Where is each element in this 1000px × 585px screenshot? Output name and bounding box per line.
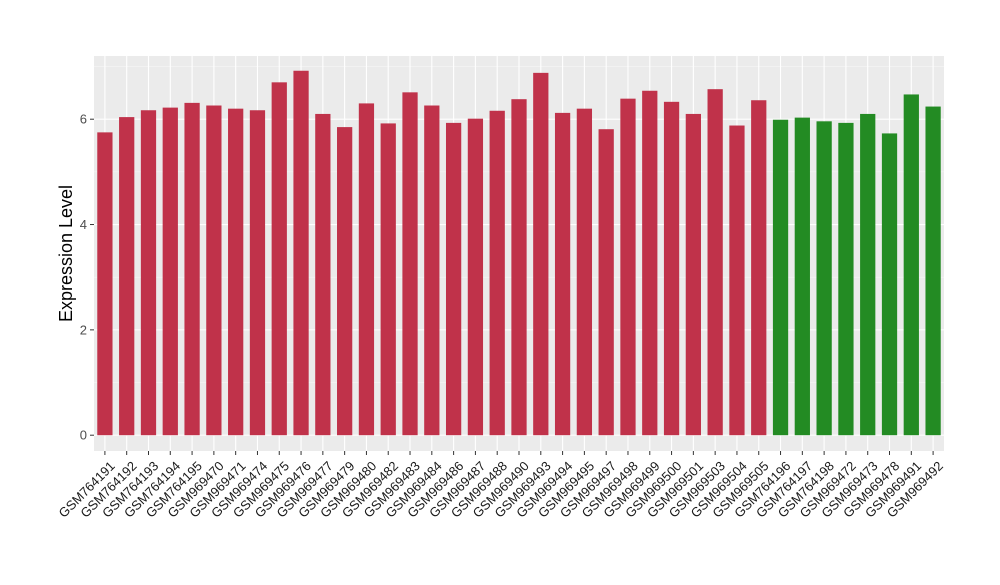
bar-GSM969491 (903, 94, 919, 436)
y-tick-label: 6 (80, 112, 87, 127)
bar-GSM969503 (707, 89, 723, 436)
bar-GSM969472 (838, 122, 854, 436)
y-axis: 0 2 4 6 (80, 112, 94, 443)
bar-GSM969470 (206, 105, 222, 436)
bar-GSM969480 (358, 103, 375, 436)
bar-GSM969500 (663, 101, 680, 436)
bar-GSM969477 (315, 113, 331, 436)
bar-GSM969483 (402, 92, 418, 436)
bar-GSM969484 (424, 105, 440, 436)
bar-GSM764195 (184, 102, 200, 436)
bar-GSM969504 (729, 125, 745, 436)
bar-GSM969505 (751, 100, 767, 436)
bar-GSM969475 (271, 82, 287, 436)
bar-GSM969476 (293, 70, 309, 436)
bar-GSM969499 (642, 90, 658, 436)
y-tick-label: 2 (80, 322, 87, 337)
bar-GSM969488 (489, 110, 505, 436)
bars (97, 70, 941, 436)
bar-GSM969493 (533, 72, 549, 436)
bar-GSM969497 (598, 129, 614, 436)
bar-GSM969490 (511, 99, 527, 436)
y-tick-label: 0 (80, 428, 87, 443)
bar-GSM764193 (140, 110, 157, 436)
bar-GSM764197 (794, 117, 810, 436)
bar-GSM969471 (228, 108, 244, 436)
bar-GSM969473 (860, 113, 876, 436)
bar-GSM764194 (162, 107, 178, 436)
bar-GSM764196 (772, 119, 789, 436)
bar-GSM764192 (119, 117, 135, 436)
bar-GSM969474 (249, 110, 266, 436)
bar-GSM969487 (467, 118, 484, 436)
y-axis-title: Expression Level (56, 185, 76, 322)
bar-GSM969482 (380, 123, 396, 436)
y-tick-label: 4 (80, 217, 87, 232)
bar-GSM969494 (554, 112, 571, 436)
bar-GSM764191 (97, 132, 113, 436)
x-axis: GSM764191GSM764192GSM764193GSM764194GSM7… (56, 451, 946, 521)
bar-GSM969478 (881, 133, 898, 436)
bar-GSM764198 (816, 121, 832, 436)
bar-GSM969486 (445, 122, 462, 436)
bar-GSM969495 (576, 108, 593, 436)
bar-GSM969492 (925, 106, 941, 436)
bar-GSM969479 (337, 127, 353, 436)
bar-GSM969498 (620, 98, 636, 436)
bar-GSM969501 (685, 113, 701, 436)
